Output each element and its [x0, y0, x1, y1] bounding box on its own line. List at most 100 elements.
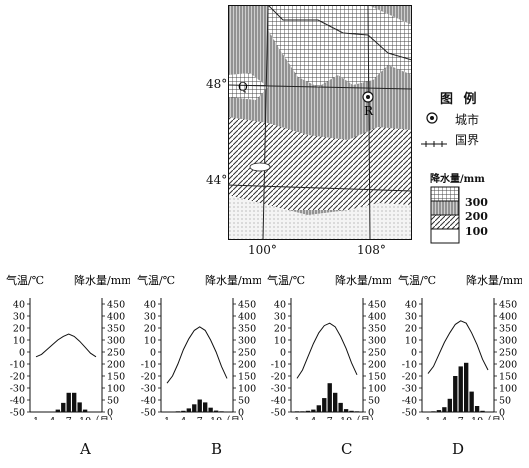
- temp-tick-label: -20: [141, 372, 156, 383]
- precip-tick-label: 200: [107, 360, 125, 371]
- climate-chart-a-svg: 气温/℃ 降水量/mm403020100-10-20-30-40-50450400…: [6, 273, 132, 427]
- temp-tick-label: 40: [144, 300, 156, 311]
- precip-bar: [354, 411, 360, 412]
- precip-tick-label: 50: [499, 396, 511, 407]
- temp-tick-label: 30: [144, 312, 156, 323]
- climate-chart-c: 气温/℃ 降水量/mm 40 30 20 10 0 -10 -20 -30 -40 -50 450 400…: [263, 270, 393, 458]
- precip-bar: [300, 411, 305, 412]
- map-north-boundary: [267, 4, 413, 61]
- precip-bar: [66, 392, 71, 412]
- precip-legend-swatches: [430, 186, 460, 246]
- precip-tick-label: 450: [368, 300, 386, 311]
- temp-tick-label: 0: [19, 348, 25, 359]
- lat-label-44: 44°: [206, 173, 228, 187]
- temp-tick-label: -20: [10, 372, 25, 383]
- temp-tick-label: 40: [405, 300, 417, 311]
- temp-tick-label: -40: [141, 396, 156, 407]
- zone-precip-grid-west: [228, 73, 268, 100]
- precip-tick-label: 200: [238, 360, 256, 371]
- climate-chart-a: 气温/℃ 降水量/mm 40 30 20 10 0 -10 -20 -30 -40 -50 450 400…: [2, 270, 132, 458]
- temp-tick-label: -40: [10, 396, 25, 407]
- climate-chart-c-svg: 气温/℃ 降水量/mm403020100-10-20-30-40-50450400…: [267, 273, 393, 427]
- temp-tick-label: -50: [141, 408, 156, 419]
- temperature-line: [427, 320, 489, 374]
- temp-tick-label: 20: [405, 324, 417, 335]
- temp-tick-label: 20: [144, 324, 156, 335]
- precip-bar: [219, 411, 224, 412]
- parallel-48: [227, 84, 413, 90]
- temp-tick-label: -50: [402, 408, 417, 419]
- city-legend-icon: [425, 110, 439, 124]
- month-tick-label: 4: [180, 416, 186, 420]
- temp-tick-label: -50: [10, 408, 25, 419]
- precip-legend-title: 降水量/mm: [430, 174, 485, 185]
- temp-tick-label: 40: [13, 300, 25, 311]
- precip-bar: [480, 410, 485, 412]
- month-tick-label: 4: [49, 416, 55, 420]
- month-tick-label: 1: [425, 416, 431, 420]
- precip-tick-label: 50: [368, 396, 380, 407]
- precip-tick-label: 350: [107, 324, 125, 335]
- chart-label-c: C: [341, 440, 353, 458]
- zone-precip-100: [228, 195, 412, 240]
- precip-bar: [311, 409, 316, 412]
- precip-bar: [197, 399, 202, 412]
- temp-tick-label: 10: [274, 336, 286, 347]
- precip-bar: [469, 391, 474, 412]
- temp-tick-label: 10: [13, 336, 25, 347]
- precip-tick-label: 300: [107, 336, 125, 347]
- precip-bar: [82, 409, 88, 412]
- temp-tick-label: -40: [402, 396, 417, 407]
- temp-axis-title: 气温/℃: [6, 273, 44, 287]
- precip-tick-label: 250: [499, 348, 517, 359]
- precip-tick-label: 300: [368, 336, 386, 347]
- precip-bar: [474, 406, 480, 412]
- precip-legend-100: 100: [465, 225, 488, 238]
- precip-tick-label: 400: [107, 312, 125, 323]
- precip-bar: [343, 409, 349, 412]
- temp-tick-label: 0: [280, 348, 286, 359]
- precip-bar: [458, 366, 463, 412]
- precip-tick-label: 450: [107, 300, 125, 311]
- temperature-line: [35, 333, 97, 358]
- month-unit-label: （月）: [90, 415, 119, 420]
- precip-bar: [294, 411, 300, 412]
- precip-tick-label: 400: [499, 312, 517, 323]
- precip-tick-label: 100: [499, 384, 517, 395]
- climate-chart-d-svg: 气温/℃ 降水量/mm403020100-10-20-30-40-50450400…: [398, 273, 524, 427]
- temp-tick-label: -40: [271, 396, 286, 407]
- precip-bar: [431, 411, 436, 412]
- month-tick-label: 1: [294, 416, 300, 420]
- temp-tick-label: -20: [402, 372, 417, 383]
- precip-tick-label: 150: [107, 372, 125, 383]
- month-unit-label: （月）: [482, 415, 511, 420]
- precip-tick-label: 450: [238, 300, 256, 311]
- precip-tick-label: 0: [107, 408, 113, 419]
- precip-tick-label: 150: [238, 372, 256, 383]
- precip-tick-label: 450: [499, 300, 517, 311]
- precip-tick-label: 150: [368, 372, 386, 383]
- lon-label-108: 108°: [357, 243, 386, 257]
- climate-chart-d: 气温/℃ 降水量/mm 40 30 20 10 0 -10 -20 -30 -40 -50 450 400…: [394, 270, 524, 458]
- temp-tick-label: 40: [274, 300, 286, 311]
- temperature-line: [296, 322, 358, 379]
- month-tick-label: 4: [441, 416, 447, 420]
- point-r-label: R: [364, 104, 374, 118]
- precip-tick-label: 250: [238, 348, 256, 359]
- temp-tick-label: -30: [141, 384, 156, 395]
- climate-chart-b-svg: 气温/℃ 降水量/mm403020100-10-20-30-40-50450400…: [137, 273, 263, 427]
- temp-axis-title: 气温/℃: [137, 273, 175, 287]
- precip-bar: [453, 376, 458, 412]
- temp-tick-label: -30: [10, 384, 25, 395]
- precip-tick-label: 250: [107, 348, 125, 359]
- temp-axis-title: 气温/℃: [267, 273, 305, 287]
- precip-bar: [447, 398, 452, 412]
- meridian-100: [262, 4, 269, 241]
- precip-bar: [192, 404, 197, 412]
- month-tick-label: 1: [33, 416, 39, 420]
- precip-bar: [349, 410, 354, 412]
- precip-bar: [77, 402, 82, 412]
- precip-tick-label: 100: [368, 384, 386, 395]
- precipitation-map: R Q: [227, 4, 413, 241]
- temp-tick-label: -10: [10, 360, 25, 371]
